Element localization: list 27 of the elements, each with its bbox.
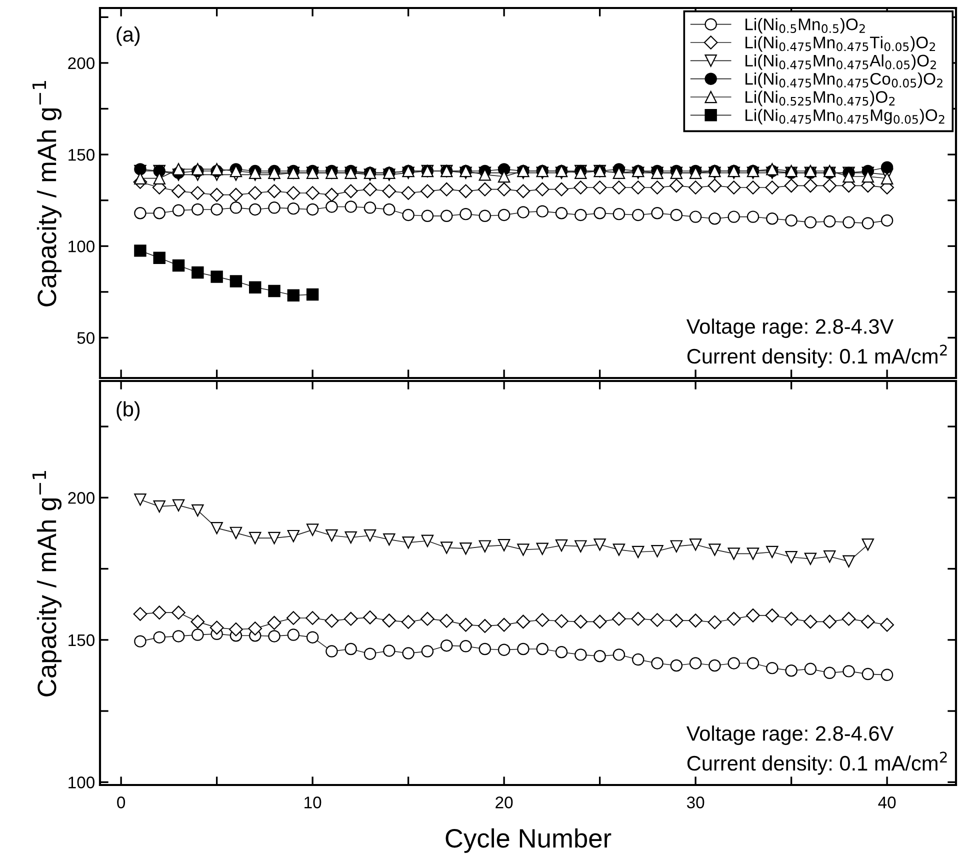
y-tick-label: 50	[77, 332, 94, 344]
x-tick-label: 20	[496, 796, 513, 808]
x-axis-title: Cycle Number	[446, 828, 612, 853]
legend-label: Li(Ni$_{0.525}$Mn$_{0.475}$)O$_{2}$	[746, 90, 895, 106]
y-tick-label: 150	[68, 634, 94, 646]
y-tick-label: 100	[68, 240, 94, 252]
y-tick-label: 150	[68, 148, 94, 161]
legend-label: Li(Ni$_{0.5}$Mn$_{0.5}$)O$_{2}$	[746, 18, 865, 34]
y-tick-label: 100	[68, 776, 94, 788]
annotation: Current density: 0.1 mA/cm$^{2}$	[687, 752, 947, 775]
legend-label: Li(Ni$_{0.475}$Mn$_{0.475}$Ti$_{0.05}$)O$_{2}$	[746, 36, 936, 52]
y-axis-title: Capacity / mAh g$^{−1}$	[32, 80, 62, 306]
x-tick-label: 10	[304, 796, 322, 808]
legend-label: Li(Ni$_{0.475}$Mn$_{0.475}$Al$_{0.05}$)O$_{2}$	[746, 54, 936, 70]
annotation: Voltage rage: 2.8-4.3V	[686, 318, 894, 338]
x-tick-label: 30	[686, 796, 704, 808]
annotation: (b)	[116, 401, 140, 421]
y-tick-label: 200	[68, 57, 94, 70]
y-axis-title: Capacity / mAh g$^{−1}$	[32, 470, 62, 696]
annotation: Current density: 0.1 mA/cm$^{2}$	[687, 344, 947, 368]
x-tick-label: 40	[878, 796, 896, 808]
annotation: (a)	[116, 26, 140, 46]
x-tick-label: 0	[117, 796, 126, 808]
y-tick-label: 200	[68, 492, 94, 504]
annotation: Voltage rage: 2.8-4.6V	[686, 726, 894, 745]
legend-label: Li(Ni$_{0.475}$Mn$_{0.475}$Mg$_{0.05}$)O$_{2}$	[746, 108, 944, 124]
legend-label: Li(Ni$_{0.475}$Mn$_{0.475}$Co$_{0.05}$)O$_{2}$	[746, 72, 942, 88]
